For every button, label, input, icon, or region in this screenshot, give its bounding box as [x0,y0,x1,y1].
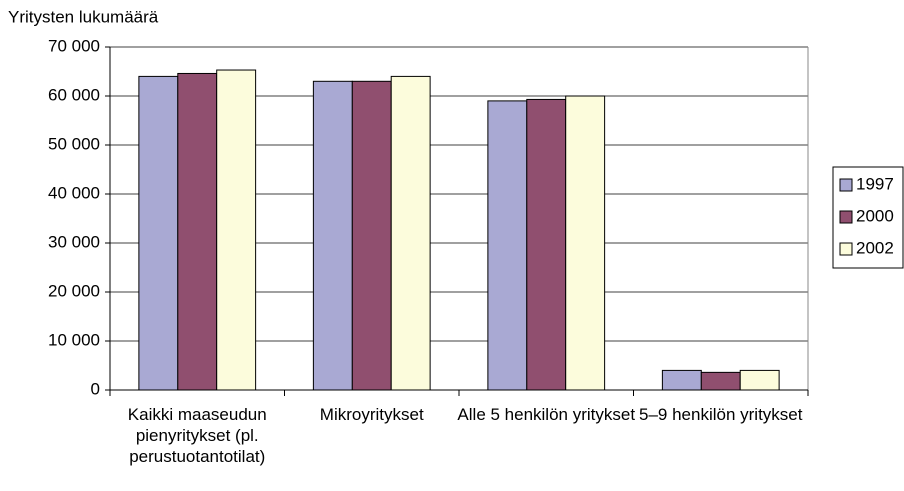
legend-swatch [839,242,853,256]
bar [138,75,179,391]
y-tick-label: 20 000 [48,281,100,300]
bar [312,80,353,391]
bar [177,72,218,391]
legend-swatch [839,178,853,192]
bar [526,98,567,391]
bar [700,371,741,391]
y-tick-label: 10 000 [48,330,100,349]
y-tick-label: 50 000 [48,134,100,153]
bar [216,69,257,391]
y-tick-label: 60 000 [48,85,100,104]
bar [661,369,702,391]
x-tick-label: Mikroyritykset [319,405,424,424]
bar [390,75,431,391]
legend-label: 2000 [856,206,894,225]
y-tick-label: 0 [91,379,100,398]
bar [351,80,392,391]
x-tick-label: 5–9 henkilön yritykset [639,405,803,424]
legend-label: 2002 [856,238,894,257]
x-tick-label: Alle 5 henkilön yritykset [457,405,636,424]
y-axis-title: Yritysten lukumäärä [8,7,159,26]
legend-label: 1997 [856,174,894,193]
bar [565,95,606,391]
legend-swatch [839,210,853,224]
bar [487,100,528,391]
bar [739,369,780,391]
x-tick-label: Kaikki maaseudun pienyritykset (pl. peru… [127,405,267,466]
y-tick-label: 30 000 [48,232,100,251]
y-tick-label: 40 000 [48,183,100,202]
y-tick-label: 70 000 [48,36,100,55]
